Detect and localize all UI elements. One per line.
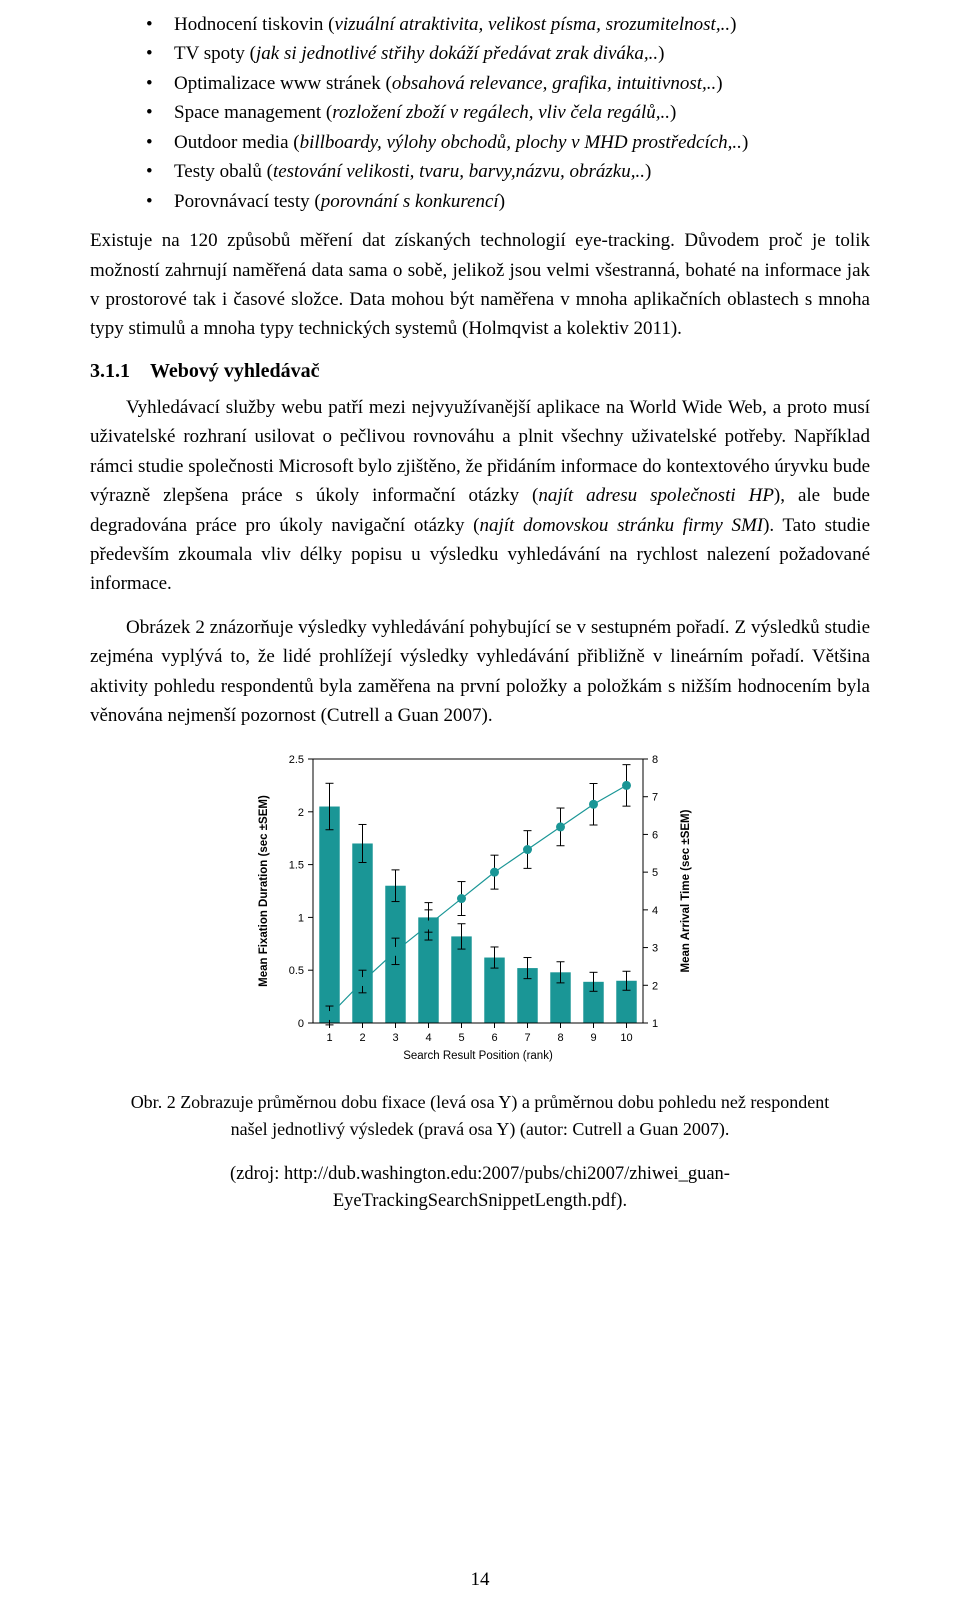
line-marker	[556, 822, 565, 831]
bullet-italic: billboardy, výlohy obchodů, plochy v MHD…	[300, 132, 742, 153]
ytick-left-label: 2.5	[289, 754, 304, 766]
document-page: Hodnocení tiskovin (vizuální atraktivita…	[0, 0, 960, 1603]
y-right-axis-label: Mean Arrival Time (sec ±SEM)	[680, 809, 692, 972]
line-marker	[523, 845, 532, 854]
bullet-item: Porovnávací testy (porovnání s konkurenc…	[146, 187, 870, 216]
bullet-item: Optimalizace www stránek (obsahová relev…	[146, 69, 870, 98]
bullet-italic: vizuální atraktivita, velikost písma, sr…	[334, 14, 730, 35]
line-marker	[391, 946, 400, 955]
bullet-item: Space management (rozložení zboží v regá…	[146, 98, 870, 127]
bar	[352, 843, 372, 1023]
figure-caption: Obr. 2 Zobrazuje průměrnou dobu fixace (…	[130, 1089, 830, 1143]
ytick-left-label: 2	[298, 806, 304, 818]
ytick-right-label: 1	[652, 1018, 658, 1030]
bullet-prefix: Optimalizace www stránek (	[174, 73, 392, 94]
bullet-suffix: )	[658, 43, 664, 64]
xtick-label: 7	[524, 1032, 530, 1044]
line-marker	[622, 781, 631, 790]
ytick-right-label: 7	[652, 791, 658, 803]
ytick-left-label: 0.5	[289, 965, 304, 977]
xtick-label: 3	[392, 1032, 398, 1044]
bullet-item: Testy obalů (testování velikosti, tvaru,…	[146, 157, 870, 186]
xtick-label: 10	[620, 1032, 632, 1044]
bullet-prefix: TV spoty (	[174, 43, 256, 64]
bullet-italic: obsahová relevance, grafika, intuitivnos…	[392, 73, 716, 94]
bullet-prefix: Testy obalů (	[174, 161, 273, 182]
ytick-right-label: 4	[652, 904, 658, 916]
bullet-item: Outdoor media (billboardy, výlohy obchod…	[146, 128, 870, 157]
bar	[319, 806, 339, 1022]
chart-container: 0 0.5 1 1.5 2 2.5 1 2 3 4 5 6 7 8 1 2 3 4 5 6 7 8 9 10 Search Re…	[90, 745, 870, 1075]
xtick-label: 8	[557, 1032, 563, 1044]
heading-title: Webový vyhledávač	[150, 360, 319, 382]
line-marker	[589, 799, 598, 808]
ytick-left-label: 0	[298, 1018, 304, 1030]
line-marker	[457, 894, 466, 903]
bullet-italic: porovnání s konkurencí	[321, 191, 499, 212]
bullet-prefix: Hodnocení tiskovin (	[174, 14, 334, 35]
ytick-right-label: 2	[652, 980, 658, 992]
bullet-prefix: Porovnávací testy (	[174, 191, 321, 212]
xtick-label: 4	[425, 1032, 431, 1044]
bullet-prefix: Space management (	[174, 102, 332, 123]
bullet-suffix: )	[670, 102, 676, 123]
bullet-list: Hodnocení tiskovin (vizuální atraktivita…	[90, 10, 870, 216]
bullet-italic: testování velikosti, tvaru, barvy,názvu,…	[273, 161, 645, 182]
ytick-right-label: 5	[652, 867, 658, 879]
inline-italic: najít domovskou stránku firmy SMI	[479, 515, 763, 536]
inline-italic: najít adresu společnosti HP	[538, 485, 774, 506]
xtick-label: 2	[359, 1032, 365, 1044]
ytick-left-label: 1	[298, 912, 304, 924]
line-marker	[358, 977, 367, 986]
x-axis-label: Search Result Position (rank)	[403, 1050, 553, 1062]
xtick-label: 9	[590, 1032, 596, 1044]
page-number: 14	[0, 1569, 960, 1591]
xtick-label: 6	[491, 1032, 497, 1044]
bullet-item: TV spoty (jak si jednotlivé střihy dokáž…	[146, 39, 870, 68]
bullet-suffix: )	[499, 191, 505, 212]
bullet-item: Hodnocení tiskovin (vizuální atraktivita…	[146, 10, 870, 39]
heading-number: 3.1.1	[90, 360, 130, 383]
bullet-suffix: )	[730, 14, 736, 35]
figure-source: (zdroj: http://dub.washington.edu:2007/p…	[130, 1161, 830, 1217]
section-heading: 3.1.1 Webový vyhledávač	[90, 360, 870, 383]
bullet-prefix: Outdoor media (	[174, 132, 300, 153]
bullet-suffix: )	[645, 161, 651, 182]
xtick-label: 5	[458, 1032, 464, 1044]
ytick-right-label: 6	[652, 829, 658, 841]
bullet-suffix: )	[716, 73, 722, 94]
fixation-arrival-chart: 0 0.5 1 1.5 2 2.5 1 2 3 4 5 6 7 8 1 2 3 4 5 6 7 8 9 10 Search Re…	[245, 745, 715, 1075]
bullet-italic: rozložení zboží v regálech, vliv čela re…	[332, 102, 670, 123]
paragraph-3: Obrázek 2 znázorňuje výsledky vyhledáván…	[90, 613, 870, 731]
y-left-axis-label: Mean Fixation Duration (sec ±SEM)	[258, 795, 270, 987]
line-marker	[490, 867, 499, 876]
ytick-left-label: 1.5	[289, 859, 304, 871]
ytick-right-label: 3	[652, 942, 658, 954]
paragraph-1: Existuje na 120 způsobů měření dat získa…	[90, 226, 870, 344]
paragraph-2: Vyhledávací služby webu patří mezi nejvy…	[90, 393, 870, 599]
line-marker	[325, 1011, 334, 1020]
bullet-italic: jak si jednotlivé střihy dokáží předávat…	[256, 43, 658, 64]
bullet-suffix: )	[742, 132, 748, 153]
ytick-right-label: 8	[652, 754, 658, 766]
line-marker	[424, 920, 433, 929]
xtick-label: 1	[326, 1032, 332, 1044]
